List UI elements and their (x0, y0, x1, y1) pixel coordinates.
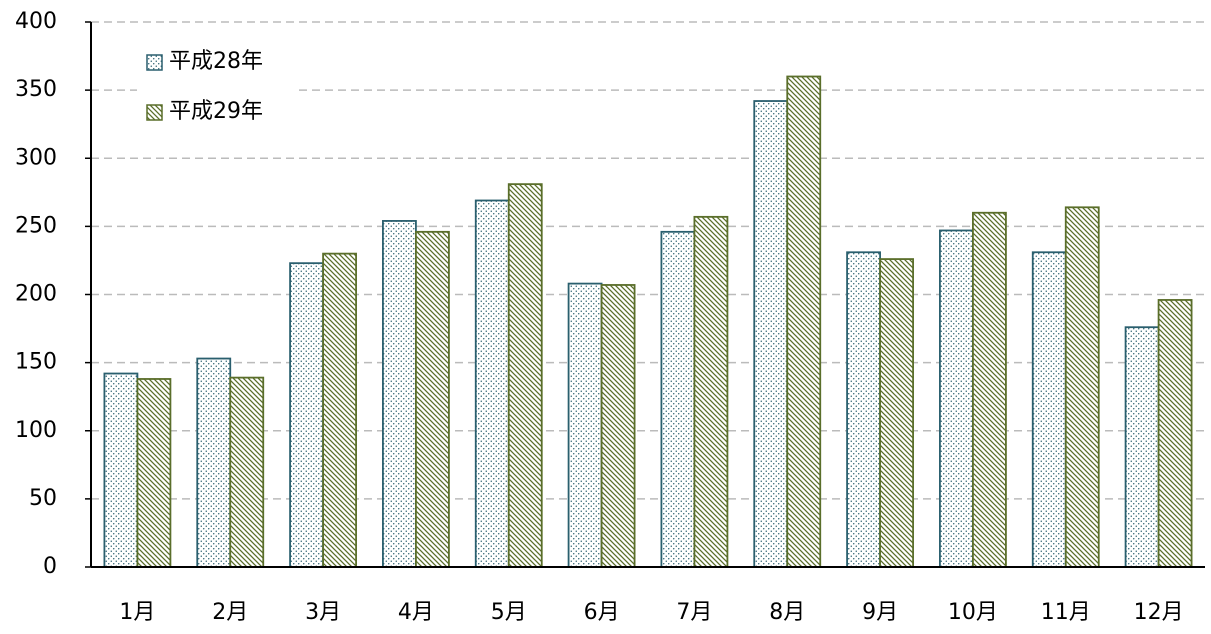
x-tick-label: 1月 (119, 600, 155, 625)
y-tick-label: 350 (15, 77, 57, 102)
bar (415, 230, 450, 568)
bar (1157, 299, 1193, 568)
bar (660, 230, 696, 568)
x-tick-label: 4月 (398, 600, 434, 625)
bar (474, 199, 510, 568)
bar (879, 258, 914, 568)
bar (786, 75, 822, 568)
x-tick-label: 2月 (212, 600, 248, 625)
legend-label: 平成28年 (169, 49, 263, 74)
y-tick-label: 250 (15, 213, 57, 238)
y-tick-label: 400 (15, 9, 57, 34)
bar (229, 376, 265, 568)
bar (846, 251, 881, 568)
bar (753, 100, 789, 568)
x-tick-label: 3月 (305, 600, 341, 625)
bar (972, 211, 1007, 568)
legend-swatch (146, 54, 163, 71)
y-tick-label: 300 (15, 145, 57, 170)
bar (289, 262, 324, 568)
x-tick-label: 7月 (676, 600, 712, 625)
bar (1064, 206, 1100, 568)
legend-swatch (146, 104, 163, 121)
legend-label: 平成29年 (169, 99, 263, 124)
y-tick-label: 150 (15, 350, 57, 375)
bar (382, 220, 417, 568)
legend-bg (137, 38, 297, 138)
bar (693, 215, 729, 568)
x-tick-label: 5月 (491, 600, 527, 625)
y-tick-label: 100 (15, 418, 57, 443)
bar (1031, 251, 1067, 568)
bar (322, 252, 357, 568)
bar (600, 284, 636, 568)
bar (103, 372, 139, 568)
y-tick-label: 0 (43, 554, 57, 579)
bar (939, 229, 974, 568)
x-tick-label: 6月 (584, 600, 620, 625)
x-tick-label: 8月 (769, 600, 805, 625)
bar (567, 282, 603, 568)
bar (507, 183, 543, 568)
bar (196, 357, 232, 568)
bar (136, 378, 172, 568)
x-tick-label: 11月 (1041, 600, 1091, 625)
x-tick-label: 12月 (1134, 600, 1184, 625)
y-tick-label: 200 (15, 282, 57, 307)
bar (1124, 326, 1160, 568)
x-tick-label: 9月 (862, 600, 898, 625)
x-tick-label: 10月 (948, 600, 998, 625)
y-tick-label: 50 (29, 486, 57, 511)
